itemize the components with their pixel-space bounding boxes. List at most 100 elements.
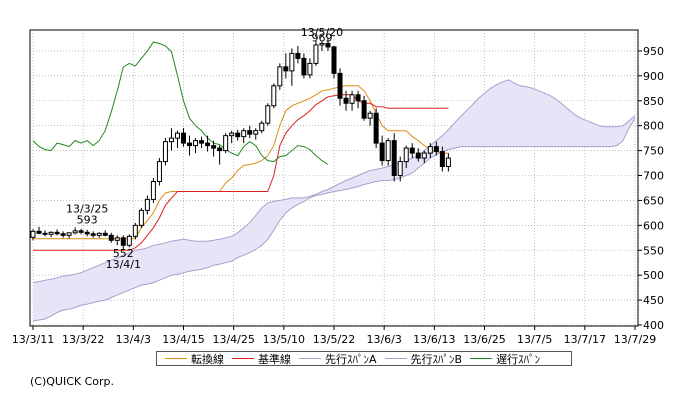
annotation-label: 13/4/1	[106, 258, 141, 271]
candle	[54, 229, 60, 236]
candle	[187, 135, 193, 156]
candle-body	[223, 135, 229, 152]
legend-swatch	[299, 358, 321, 359]
candle	[289, 48, 295, 86]
legend-swatch	[384, 358, 407, 359]
candle-body	[114, 237, 120, 241]
candle-body	[60, 233, 66, 236]
candle-body	[96, 232, 102, 236]
candle	[96, 232, 102, 238]
candle	[421, 150, 427, 164]
candle	[72, 227, 78, 235]
candle-body	[433, 146, 439, 153]
candle	[295, 45, 301, 64]
candle-body	[307, 62, 313, 76]
lagging-span	[32, 41, 329, 165]
candle	[427, 143, 433, 159]
candle	[138, 207, 144, 228]
annotation-label: 13/3/25	[66, 202, 108, 215]
candle	[265, 103, 271, 126]
candle	[66, 232, 72, 239]
annotation-label: 552	[113, 247, 134, 260]
copyright: (C)QUICK Corp.	[30, 375, 115, 388]
candle-body	[187, 142, 193, 147]
candle-body	[162, 141, 168, 163]
candle	[331, 45, 337, 79]
candle	[84, 229, 90, 237]
candle	[30, 229, 36, 241]
cloud-fill	[33, 79, 635, 321]
annotation-label: 13/5/20	[301, 26, 343, 39]
candle-body	[313, 44, 319, 64]
candle	[283, 53, 289, 79]
candle	[325, 38, 331, 51]
candle-body	[367, 112, 373, 119]
candle	[108, 232, 114, 243]
candle	[235, 129, 241, 141]
annotation-label: 593	[77, 213, 98, 226]
candle	[162, 138, 168, 166]
candle-body	[373, 112, 379, 144]
candle	[397, 156, 403, 182]
candle	[199, 136, 205, 149]
candle	[114, 235, 120, 246]
candle-body	[120, 237, 126, 246]
candle-body	[217, 147, 223, 152]
candle	[217, 145, 223, 165]
candle-body	[271, 85, 277, 107]
x-tick-label: 13/6/25	[463, 333, 505, 346]
candle	[367, 110, 373, 126]
x-tick-label: 13/5/22	[313, 333, 355, 346]
candle-body	[181, 132, 186, 144]
candle-body	[211, 145, 217, 149]
candle-body	[289, 52, 295, 72]
y-tick-label: 950	[643, 45, 664, 58]
candle-body	[349, 94, 355, 104]
candle-body	[42, 232, 48, 235]
candle-body	[355, 94, 361, 102]
y-tick-label: 900	[643, 70, 664, 83]
y-tick-label: 700	[643, 170, 664, 183]
legend-label: 基準線	[258, 352, 291, 366]
candle-body	[174, 132, 180, 139]
candle	[445, 153, 451, 172]
candle-body	[379, 142, 385, 162]
candle-body	[343, 97, 349, 104]
candle-body	[235, 132, 241, 138]
candle	[144, 195, 150, 215]
x-tick-label: 13/4/15	[162, 333, 204, 346]
y-tick-label: 850	[643, 95, 664, 108]
candle	[48, 231, 54, 238]
y-tick-label: 600	[643, 219, 664, 232]
candle-body	[415, 152, 421, 159]
candle	[120, 235, 126, 250]
candle-body	[199, 140, 205, 144]
candle	[313, 40, 319, 66]
candle-body	[205, 142, 211, 147]
legend-label: 先行ｽﾊﾟﾝA	[325, 352, 377, 366]
x-tick-label: 13/7/17	[564, 333, 606, 346]
candle-body	[54, 231, 60, 235]
candle	[36, 226, 42, 235]
candle	[181, 128, 186, 147]
candle-body	[445, 157, 451, 168]
candle	[60, 231, 66, 238]
y-tick-label: 500	[643, 269, 664, 282]
candle	[379, 135, 385, 166]
legend-swatch	[165, 358, 187, 359]
candle-body	[36, 230, 42, 234]
candle	[337, 68, 343, 106]
candle-body	[439, 151, 445, 168]
grid	[30, 30, 638, 326]
base-line	[33, 94, 449, 251]
legend-label: 転換線	[191, 352, 224, 366]
candle-body	[301, 57, 307, 76]
candle-body	[385, 140, 391, 162]
y-tick-label: 650	[643, 194, 664, 207]
candle-body	[391, 140, 397, 177]
y-tick-label: 450	[643, 294, 664, 307]
candle-body	[247, 130, 253, 135]
y-tick-label: 800	[643, 120, 664, 133]
candle	[174, 130, 180, 149]
